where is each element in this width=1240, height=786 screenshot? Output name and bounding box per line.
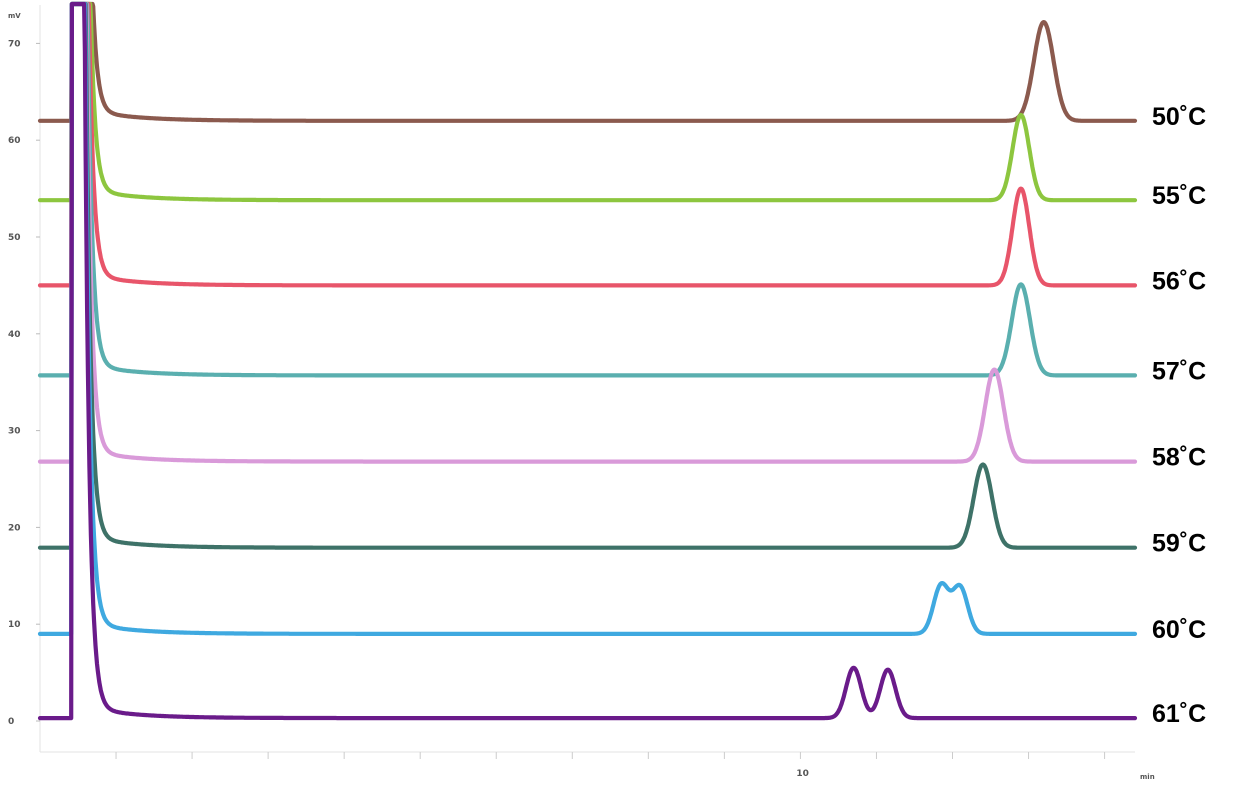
x-ticks: 10 xyxy=(115,752,1106,779)
series-label: 50˚C xyxy=(1152,103,1206,131)
trace-2 xyxy=(37,1,1138,203)
trace-4 xyxy=(37,1,1138,378)
x-axis-unit: min xyxy=(1140,773,1155,781)
y-ticks: 0 10 20 30 40 50 60 70 xyxy=(8,39,40,727)
y-tick-label: 20 xyxy=(8,523,21,533)
trace-8 xyxy=(37,1,1138,721)
y-tick-label: 60 xyxy=(8,136,21,146)
trace-3 xyxy=(37,1,1138,288)
y-tick-label: 10 xyxy=(8,620,21,630)
trace-6 xyxy=(37,1,1138,550)
series-label: 58˚C xyxy=(1152,444,1206,472)
series-labels: 50˚C 55˚C 56˚C 57˚C 58˚C 59˚C 60˚C 61˚C xyxy=(1152,103,1206,728)
series-label: 59˚C xyxy=(1152,530,1206,558)
series-label: 61˚C xyxy=(1152,700,1206,728)
series-label: 55˚C xyxy=(1152,182,1206,210)
series-label: 56˚C xyxy=(1152,267,1206,295)
y-axis-unit: mV xyxy=(8,12,21,20)
trace-1 xyxy=(37,1,1138,123)
trace-5 xyxy=(37,1,1138,464)
y-tick-label: 70 xyxy=(8,39,21,49)
y-tick-label: 30 xyxy=(8,427,21,437)
x-tick-label: 10 xyxy=(796,769,809,779)
y-tick-label: 50 xyxy=(8,233,21,243)
y-tick-label: 40 xyxy=(8,330,21,340)
trace-7 xyxy=(37,1,1138,637)
series-label: 57˚C xyxy=(1152,357,1206,385)
traces xyxy=(37,1,1138,721)
y-tick-label: 0 xyxy=(8,717,14,727)
series-label: 60˚C xyxy=(1152,616,1206,644)
